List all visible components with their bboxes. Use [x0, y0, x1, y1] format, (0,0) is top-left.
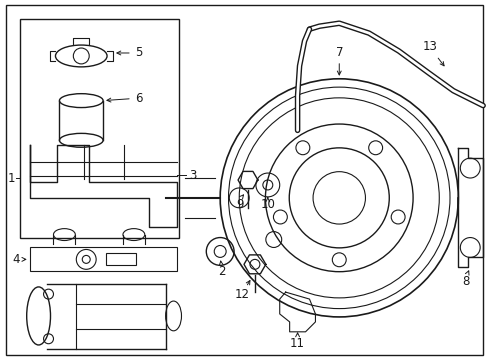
Bar — [30, 247, 176, 271]
Text: 7: 7 — [335, 46, 342, 59]
Bar — [106, 253, 136, 265]
Bar — [20, 19, 178, 238]
Text: 4: 4 — [12, 253, 20, 266]
Text: 13: 13 — [422, 40, 437, 53]
Text: 12: 12 — [234, 288, 249, 301]
Text: 9: 9 — [236, 198, 244, 211]
Text: 1: 1 — [8, 171, 16, 185]
Text: 5: 5 — [135, 46, 142, 59]
Text: 11: 11 — [289, 337, 305, 350]
Text: 6: 6 — [135, 92, 142, 105]
Text: 8: 8 — [462, 275, 469, 288]
Text: 3: 3 — [188, 168, 196, 181]
Text: 2: 2 — [218, 265, 225, 278]
Text: 10: 10 — [260, 198, 275, 211]
